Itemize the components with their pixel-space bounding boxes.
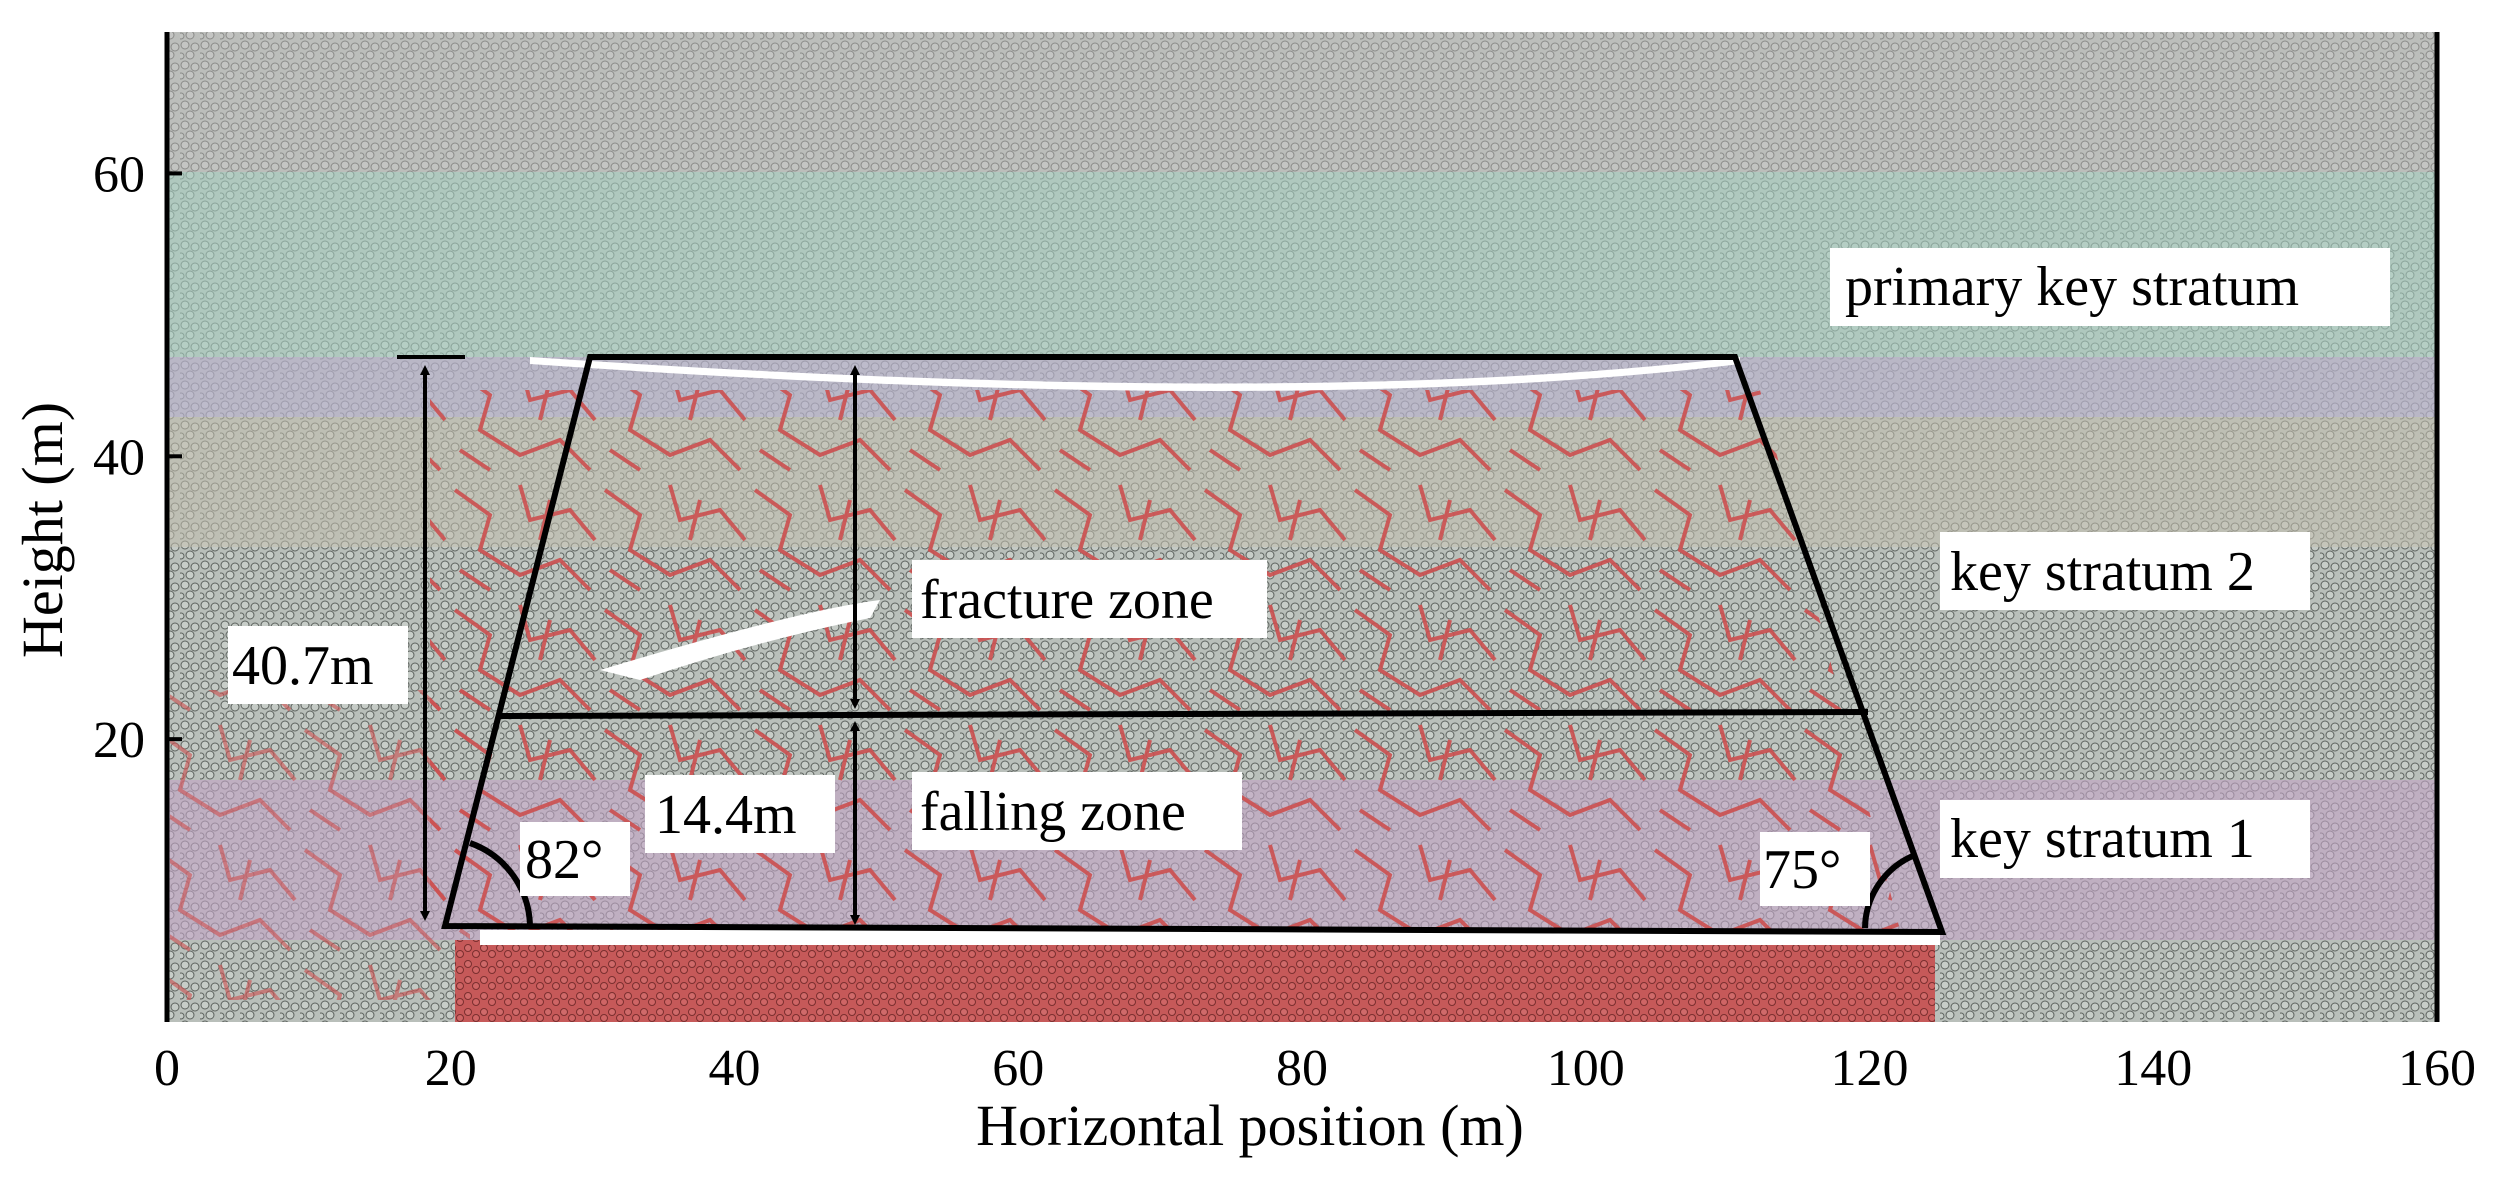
upper-band — [167, 32, 2437, 172]
right-angle-label: 75° — [1763, 839, 1841, 901]
x-tick-label: 40 — [709, 1040, 761, 1097]
goaf-gap — [480, 930, 1940, 945]
key-stratum-2-label: key stratum 2 — [1950, 541, 2255, 603]
fracture-zone-label: fracture zone — [920, 569, 1214, 631]
fracture-trapezoid — [441, 354, 1947, 936]
x-tick-label: 120 — [1831, 1040, 1909, 1097]
x-tick-label: 0 — [154, 1040, 180, 1097]
falling-height-label: 14.4m — [655, 784, 797, 846]
primary-stratum-label-box — [1830, 248, 2390, 326]
falling-zone-label: falling zone — [920, 781, 1186, 843]
primary-stratum-label: primary key stratum — [1845, 256, 2299, 318]
x-tick-label: 80 — [1276, 1040, 1328, 1097]
x-tick-label: 20 — [425, 1040, 477, 1097]
y-tick-label: 20 — [93, 712, 145, 769]
right-angle-label-box — [1760, 832, 1870, 906]
x-tick-label: 140 — [2114, 1040, 2192, 1097]
y-tick-label: 60 — [93, 146, 145, 203]
x-tick-label: 160 — [2398, 1040, 2476, 1097]
falling-zone-label-box — [912, 772, 1242, 850]
total-height-label-box — [228, 626, 408, 704]
x-tick-label: 100 — [1547, 1040, 1625, 1097]
key1-label-box — [1940, 800, 2310, 878]
separation-gap-top — [530, 357, 1740, 391]
zone-divider-line — [496, 709, 1869, 719]
dimension-arrows — [397, 355, 860, 925]
key-stratum-1-label: key stratum 1 — [1950, 808, 2255, 870]
left-angle-label: 82° — [525, 829, 603, 891]
total-height-label: 40.7m — [232, 635, 374, 697]
x-axis-title: Horizontal position (m) — [976, 1093, 1524, 1158]
zone-geometry — [441, 354, 1947, 936]
separation-gap-left — [600, 600, 880, 680]
fracture-zone-label-box — [912, 560, 1267, 638]
y-tick-label: 40 — [93, 429, 145, 486]
x-tick-label: 60 — [992, 1040, 1044, 1097]
caved-rubble — [455, 940, 1935, 1022]
y-axis-ticks: 20 40 60 — [93, 146, 182, 769]
right-angle-arc — [1862, 852, 1917, 929]
left-angle-label-box — [520, 822, 630, 896]
y-axis-title: Height (m) — [10, 402, 75, 658]
key2-label-box — [1940, 532, 2310, 610]
annotations: primary key stratum key stratum 2 key st… — [228, 248, 2390, 906]
left-angle-arc — [468, 840, 534, 929]
falling-height-label-box — [645, 775, 835, 853]
fracture-network-left — [170, 690, 470, 1000]
x-axis-ticks: 0 20 40 60 80 100 120 140 160 — [154, 1040, 2476, 1097]
